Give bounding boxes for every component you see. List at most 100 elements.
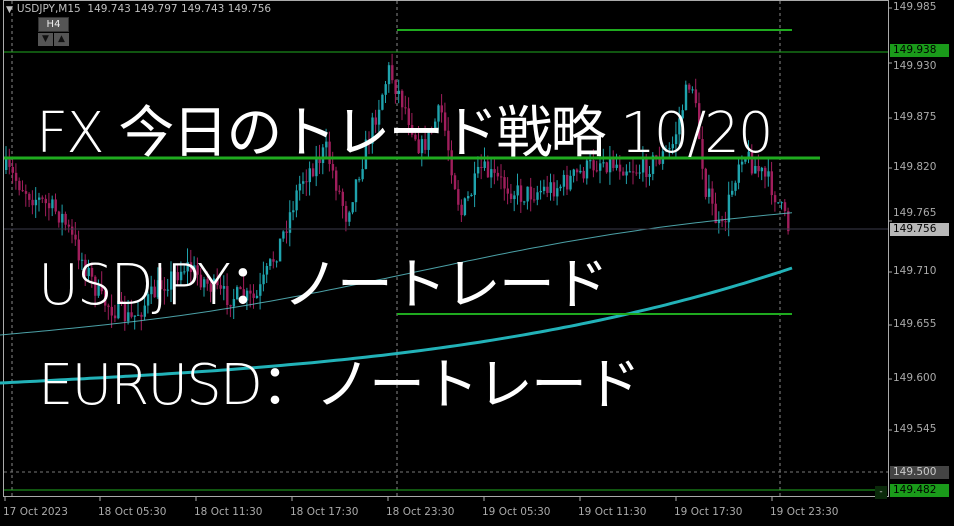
bear-candle	[764, 167, 767, 177]
bear-candle	[74, 234, 77, 240]
bull-candle	[767, 171, 770, 177]
bear-candle	[219, 285, 222, 289]
bull-candle	[747, 151, 750, 159]
bear-candle	[401, 90, 404, 108]
bear-candle	[460, 204, 463, 216]
bull-candle	[549, 182, 552, 193]
bear-candle	[14, 172, 18, 181]
bear-candle	[24, 191, 28, 194]
bear-candle	[698, 103, 701, 140]
bull-candle	[473, 173, 476, 195]
bear-candle	[486, 161, 490, 178]
bear-candle	[724, 221, 727, 223]
timeframe-control: H4 ▼ ▲	[38, 17, 69, 46]
grid-price-badge: 149.500	[890, 466, 949, 479]
bull-candle	[731, 190, 734, 195]
bull-candle	[262, 274, 265, 285]
bull-candle	[308, 168, 311, 183]
time-tick-label: 17 Oct 2023	[3, 506, 68, 518]
time-tick-label: 18 Oct 17:30	[290, 506, 359, 518]
bear-candle	[711, 188, 714, 204]
bull-candle	[236, 287, 239, 300]
bear-candle	[311, 168, 315, 177]
bull-candle	[780, 202, 783, 204]
bear-candle	[130, 312, 133, 317]
bear-candle	[430, 128, 434, 130]
bear-candle	[84, 259, 87, 277]
bull-candle	[278, 238, 282, 262]
timeframe-button[interactable]: H4	[38, 17, 69, 32]
bull-candle	[302, 181, 305, 184]
bull-candle	[321, 147, 325, 164]
overlay-usdjpy: USDJPY：ノートレード	[38, 253, 609, 318]
dropdown-triangle-icon[interactable]: ▼	[6, 5, 13, 15]
bear-candle	[496, 172, 500, 177]
bear-candle	[374, 117, 377, 125]
time-tick-label: 18 Oct 05:30	[98, 506, 167, 518]
fast-moving-average	[0, 212, 793, 336]
bear-candle	[533, 199, 536, 201]
timeframe-down-icon[interactable]: ▼	[38, 33, 53, 46]
bull-candle	[203, 279, 206, 288]
bear-candle	[8, 159, 11, 167]
slow-moving-average	[0, 266, 793, 385]
bear-candle	[41, 197, 44, 199]
price-tick-label: 149.545	[893, 423, 937, 435]
bear-candle	[787, 211, 790, 232]
bear-candle	[443, 112, 447, 131]
time-tick-label: 19 Oct 17:30	[674, 506, 743, 518]
bull-candle	[744, 158, 747, 162]
bear-candle	[529, 186, 533, 200]
bear-candle	[582, 170, 585, 179]
bull-candle	[377, 109, 381, 125]
bull-candle	[183, 271, 186, 273]
bull-candle	[117, 300, 120, 319]
bear-candle	[701, 139, 704, 169]
bear-candle	[47, 203, 51, 209]
bull-candle	[275, 261, 278, 263]
timeframe-up-icon[interactable]: ▲	[54, 33, 69, 46]
chart-header: ▼ USDJPY,M15 149.743 149.797 149.743 149.…	[6, 3, 271, 15]
bear-candle	[331, 164, 335, 171]
bear-candle	[67, 224, 71, 227]
current-price-badge: 149.756	[890, 223, 949, 236]
bear-candle	[21, 190, 24, 192]
bull-candle	[420, 139, 424, 154]
bull-candle	[150, 286, 153, 295]
bear-candle	[163, 289, 166, 291]
bear-candle	[189, 262, 193, 273]
bear-candle	[199, 274, 203, 288]
bear-candle	[658, 158, 661, 164]
bear-candle	[457, 189, 460, 205]
bear-candle	[249, 290, 252, 294]
bull-candle	[34, 199, 38, 206]
bear-candle	[612, 157, 615, 168]
bull-candle	[265, 266, 269, 275]
resistance-price-badge: 149.938	[890, 44, 949, 57]
bull-candle	[387, 65, 391, 85]
bull-candle	[602, 162, 605, 164]
bull-candle	[665, 149, 668, 152]
bull-candle	[295, 190, 298, 211]
bull-candle	[671, 144, 674, 149]
bear-candle	[566, 174, 569, 190]
bull-candle	[599, 163, 602, 171]
bull-candle	[137, 314, 140, 316]
chart-frame	[3, 0, 889, 497]
bull-candle	[777, 202, 780, 204]
bear-candle	[153, 286, 156, 298]
bear-candle	[328, 141, 331, 165]
bear-candle	[595, 170, 599, 172]
bear-candle	[394, 80, 397, 94]
bear-candle	[500, 176, 503, 178]
bear-candle	[196, 265, 199, 275]
bull-candle	[562, 174, 566, 187]
bear-candle	[632, 171, 635, 173]
bear-candle	[417, 139, 420, 154]
bear-candle	[450, 150, 453, 176]
bull-candle	[542, 186, 546, 191]
bull-candle	[269, 259, 272, 267]
bear-candle	[18, 180, 21, 191]
minimize-button[interactable]: -	[875, 486, 887, 499]
